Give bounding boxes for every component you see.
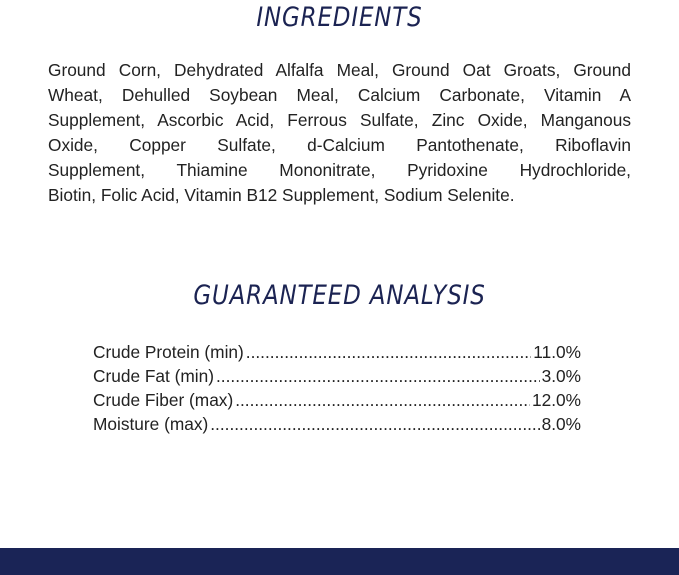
- footer-bar: [0, 548, 679, 575]
- analysis-row: Crude Fiber (max) 12.0%: [93, 388, 581, 412]
- leader-dots: [235, 388, 530, 412]
- leader-dots: [216, 364, 540, 388]
- ingredients-title: INGREDIENTS: [256, 2, 423, 33]
- analysis-label: Crude Protein (min): [93, 342, 244, 362]
- analysis-row: Crude Protein (min) 11.0%: [93, 340, 581, 364]
- analysis-value: 3.0%: [541, 366, 581, 386]
- analysis-value: 11.0%: [533, 342, 581, 362]
- leader-dots: [246, 340, 532, 364]
- analysis-value: 8.0%: [541, 414, 581, 434]
- analysis-label: Crude Fat (min): [93, 366, 214, 386]
- ingredients-list: Ground Corn, Dehydrated Alfalfa Meal, Gr…: [48, 58, 631, 208]
- ingredients-line: Ground Corn, Dehydrated Alfalfa Meal, Gr…: [48, 60, 631, 80]
- ingredients-line: Supplement, Ascorbic Acid, Ferrous Sulfa…: [48, 110, 631, 130]
- ingredients-line: Wheat, Dehulled Soybean Meal, Calcium Ca…: [48, 85, 631, 105]
- ingredients-line: Biotin, Folic Acid, Vitamin B12 Suppleme…: [48, 185, 515, 205]
- analysis-title: GUARANTEED ANALYSIS: [193, 280, 486, 311]
- analysis-label: Crude Fiber (max): [93, 390, 234, 410]
- analysis-value: 12.0%: [531, 390, 581, 410]
- ingredients-line: Oxide, Copper Sulfate, d-Calcium Pantoth…: [48, 135, 631, 155]
- analysis-row: Moisture (max) 8.0%: [93, 412, 581, 436]
- analysis-label: Moisture (max): [93, 414, 209, 434]
- leader-dots: [210, 412, 539, 436]
- ingredients-line: Supplement, Thiamine Mononitrate, Pyrido…: [48, 160, 631, 180]
- analysis-table: Crude Protein (min) 11.0% Crude Fat (min)…: [93, 340, 581, 436]
- analysis-row: Crude Fat (min) 3.0%: [93, 364, 581, 388]
